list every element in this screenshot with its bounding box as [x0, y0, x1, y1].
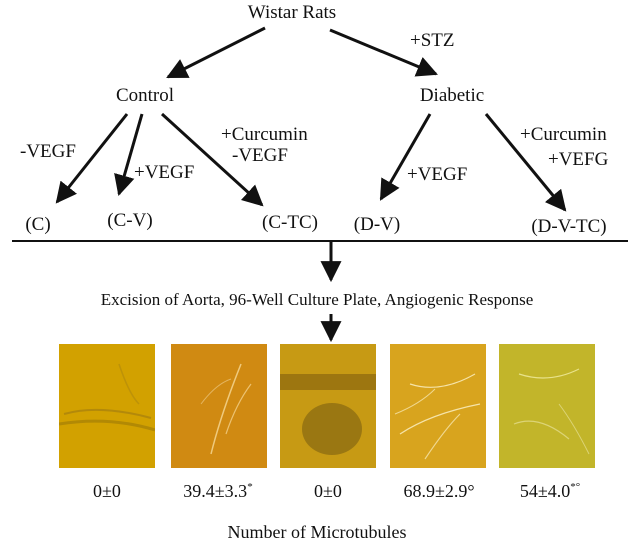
- vefg-label-diabetic: +VEFG: [548, 149, 609, 170]
- micrograph-ctc: [280, 344, 376, 468]
- control-node: Control: [116, 85, 174, 106]
- micrograph-cv: [171, 344, 267, 468]
- curcumin-label-control: +Curcumin: [221, 124, 308, 145]
- minus-vegf-label: -VEGF: [20, 141, 76, 162]
- result-count-dv: 68.9±2.9°: [403, 481, 475, 501]
- leaf-cv: (C-V): [107, 210, 152, 231]
- micrograph-c: [59, 344, 155, 468]
- micrograph-dv: [390, 344, 486, 468]
- result-count-c: 0±0: [93, 481, 121, 501]
- plus-vegf-label-control: +VEGF: [134, 162, 194, 183]
- leaf-c: (C): [25, 214, 50, 235]
- result-image-cv: [171, 344, 267, 468]
- result-image-ctc: [280, 344, 376, 468]
- curcumin-label-diabetic: +Curcumin: [520, 124, 607, 145]
- result-count-ctc: 0±0: [314, 481, 342, 501]
- result-image-dv: [390, 344, 486, 468]
- edge-diabetic-dv: [379, 113, 432, 201]
- leaf-ctc: (C-TC): [262, 212, 318, 233]
- result-count-cv: 39.4±3.3*: [183, 481, 253, 501]
- edge-diabetic-dvtc: [484, 113, 567, 212]
- edge-control-ctc: [160, 112, 264, 207]
- edge-control-c: [55, 113, 129, 204]
- leaf-dvtc: (D-V-TC): [531, 216, 606, 237]
- edge-root-control: [166, 26, 266, 79]
- root-node: Wistar Rats: [248, 2, 336, 23]
- result-image-c: [59, 344, 155, 468]
- micrograph-bg: [59, 344, 155, 468]
- result-image-dvtc: [499, 344, 595, 468]
- process-step: Excision of Aorta, 96-Well Culture Plate…: [101, 290, 534, 309]
- diabetic-node: Diabetic: [420, 85, 484, 106]
- edge-control-cv: [114, 113, 144, 197]
- plus-vegf-label-diabetic: +VEGF: [407, 164, 467, 185]
- micrograph-dvtc: [499, 344, 595, 468]
- minus-vegf-label-control-2: -VEGF: [232, 145, 288, 166]
- leaf-dv: (D-V): [354, 214, 400, 235]
- result-count-dvtc: 54±4.0*°: [519, 481, 581, 501]
- edge-root-diabetic: [329, 28, 438, 77]
- footer-label: Number of Microtubules: [227, 522, 407, 542]
- stz-label: +STZ: [410, 30, 455, 51]
